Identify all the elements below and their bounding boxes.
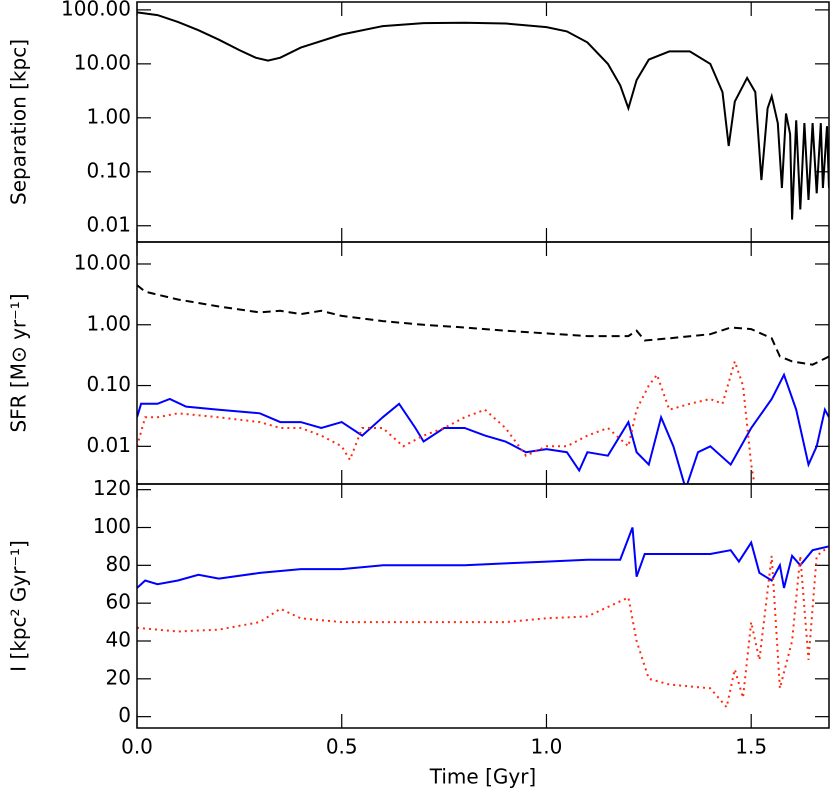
plot-area: [137, 284, 829, 484]
y-tick-label: 10.00: [74, 50, 131, 74]
y-tick-label: 1.00: [86, 311, 131, 335]
y-axis-label: I [kpc² Gyr⁻¹]: [7, 540, 31, 672]
plot-area: [137, 11, 829, 220]
x-tick-label: 1.0: [531, 735, 563, 759]
y-tick-label: 0: [118, 703, 131, 727]
y-tick-label: 10.00: [74, 250, 131, 274]
data-line: [137, 358, 756, 484]
y-tick-label: 100.00: [61, 0, 131, 20]
data-line: [137, 372, 829, 484]
x-tick-label: 1.5: [735, 735, 767, 759]
frame: [136, 241, 830, 485]
y-tick-label: 0.01: [86, 212, 131, 236]
y-tick-label: 100: [93, 514, 131, 538]
x-tick-label: 0.5: [326, 735, 358, 759]
y-tick-label: 0.10: [86, 372, 131, 396]
y-tick-label: 20: [106, 665, 131, 689]
plot-area: [137, 527, 829, 710]
y-tick-label: 60: [106, 590, 131, 614]
y-tick-label: 40: [106, 627, 131, 651]
data-line: [137, 284, 829, 366]
data-line: [137, 545, 829, 710]
x-axis-label: Time [Gyr]: [429, 765, 536, 789]
y-tick-label: 0.10: [86, 158, 131, 182]
y-tick-label: 80: [106, 552, 131, 576]
y-tick-label: 0.01: [86, 433, 131, 457]
frame: [136, 483, 830, 729]
data-line: [137, 527, 829, 589]
y-tick-label: 1.00: [86, 104, 131, 128]
x-tick-label: 0.0: [121, 735, 153, 759]
y-axis-label: SFR [M⊙ yr⁻¹]: [7, 293, 31, 432]
y-axis-label: Separation [kpc]: [7, 39, 31, 205]
data-line: [137, 11, 829, 220]
y-tick-label: 120: [93, 476, 131, 500]
